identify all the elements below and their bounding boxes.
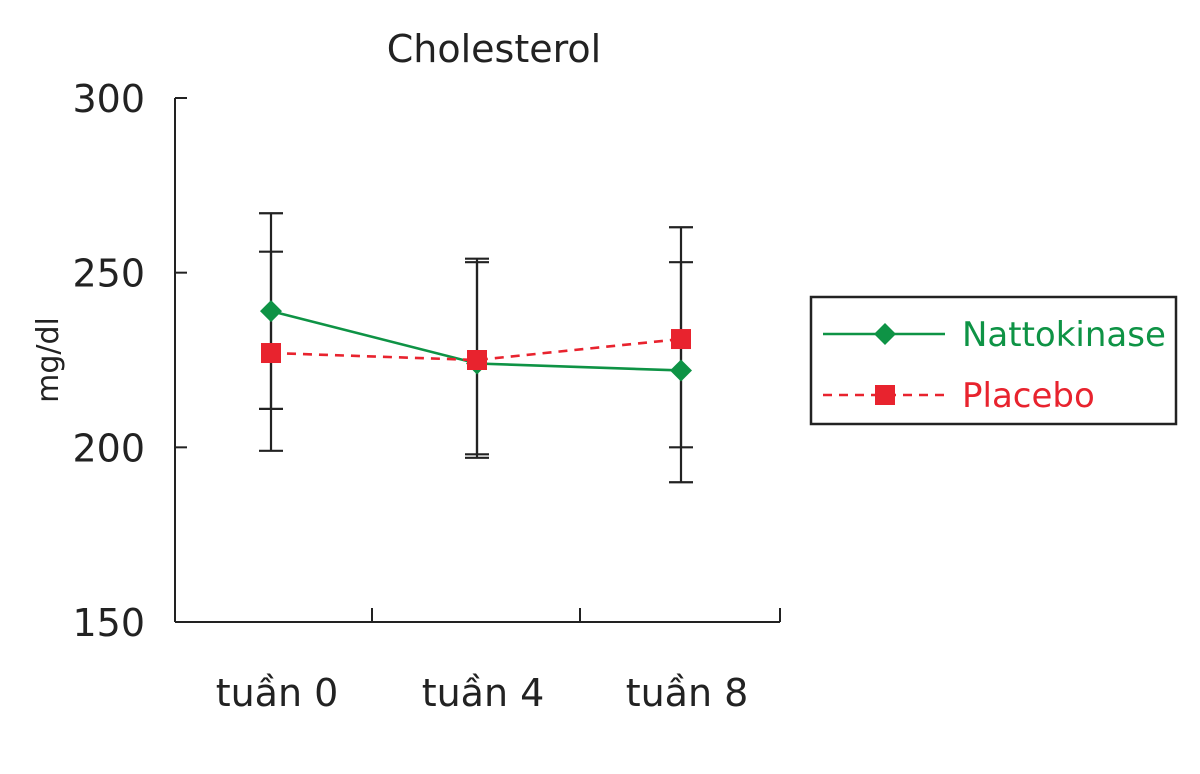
error-bar	[669, 261, 693, 449]
series-line	[270, 337, 682, 362]
data-point	[261, 343, 281, 364]
axes: 150 200 250 300 tuần 0 tuần 4 tuần 8	[72, 77, 781, 715]
legend-marker	[874, 323, 896, 345]
legend-label: Nattokinase	[962, 315, 1166, 355]
data-point	[670, 359, 692, 382]
y-tick-label: 300	[72, 77, 145, 121]
chart-title: Cholesterol	[387, 27, 601, 71]
x-tick-label: tuần 0	[216, 671, 339, 715]
legend-label: Placebo	[962, 376, 1095, 416]
data-point	[671, 329, 691, 350]
y-axis-label: mg/dl	[31, 317, 66, 403]
y-tick-label: 250	[72, 252, 145, 296]
data-point	[260, 300, 282, 323]
y-tick-label: 150	[72, 601, 145, 645]
x-tick-label: tuần 4	[422, 671, 545, 715]
x-tick-label: tuần 8	[626, 671, 749, 715]
legend-box	[809, 295, 1178, 426]
y-tick-label: 200	[72, 426, 145, 470]
error-bar	[259, 250, 283, 411]
plot-area	[259, 212, 693, 484]
legend-marker	[875, 385, 895, 405]
legend: Nattokinase Placebo	[809, 295, 1178, 426]
data-point	[467, 350, 487, 370]
